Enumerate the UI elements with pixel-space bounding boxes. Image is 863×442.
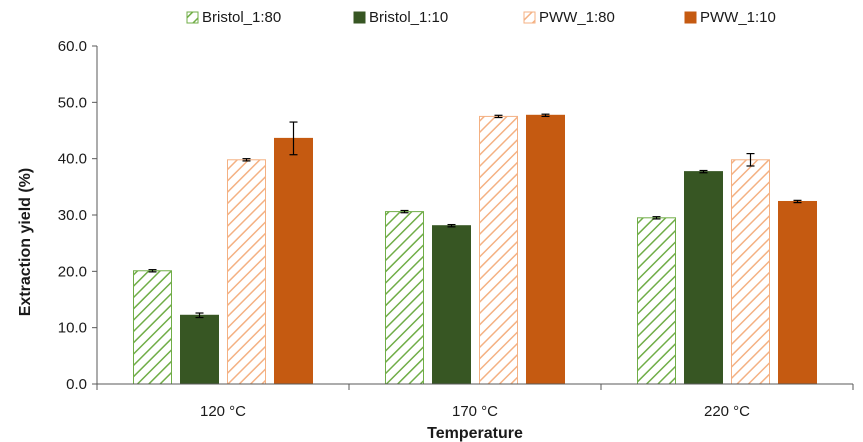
error-bar [652,216,661,220]
legend-label: Bristol_1:10 [369,9,448,26]
error-bars [148,113,802,319]
legend-label: Bristol_1:80 [202,9,281,26]
legend-item: Bristol_1:80 [186,9,281,26]
bar-Bristol_1:10-170 °C [432,225,471,385]
y-tick-label: 50.0 [58,94,87,111]
y-tick-label: 0.0 [66,376,87,393]
y-axis: 0.0 10.0 20.0 30.0 40.0 50.0 60.0 [58,38,98,393]
legend-swatch [186,11,199,24]
bar-Bristol_1:10-120 °C [180,314,219,385]
bars [133,114,817,385]
bar-Bristol_1:10-220 °C [684,171,723,385]
bar-PWW_1:10-120 °C [274,137,313,385]
legend-swatch [684,11,697,24]
legend-label: PWW_1:80 [539,9,615,26]
y-tick-label: 60.0 [58,38,87,55]
error-bar [447,223,456,228]
x-tick-label: 120 °C [200,403,246,420]
bar-PWW_1:80-220 °C [731,159,770,385]
bar-PWW_1:80-120 °C [227,159,266,385]
x-axis: 120 °C 170 °C 220 °C [96,383,854,420]
bar-Bristol_1:80-220 °C [637,217,676,385]
error-bar [541,113,550,118]
error-bar [242,158,251,162]
x-axis-title: Temperature [427,425,523,442]
legend: Bristol_1:80 Bristol_1:10 PWW_1:80 PWW_1:10 [186,9,776,26]
error-bar [195,312,204,319]
legend-item: Bristol_1:10 [353,9,448,26]
y-tick-label: 10.0 [58,320,87,337]
bar-Bristol_1:80-170 °C [385,211,424,385]
error-bar [699,169,708,174]
x-tick-label: 170 °C [452,403,498,420]
legend-swatch [353,11,366,24]
error-bar [400,209,409,214]
x-tick-label: 220 °C [704,403,750,420]
bar-PWW_1:10-170 °C [526,114,565,385]
error-bar [746,152,755,167]
y-tick-label: 20.0 [58,263,87,280]
error-bar [494,114,503,119]
bar-PWW_1:10-220 °C [778,200,817,385]
bar-Bristol_1:80-120 °C [133,270,172,385]
y-axis-title: Extraction yield (%) [17,168,34,316]
legend-item: PWW_1:10 [684,9,776,26]
y-tick-label: 40.0 [58,151,87,168]
error-bar [289,121,298,156]
error-bar [793,199,802,204]
legend-label: PWW_1:10 [700,9,776,26]
error-bar [148,269,157,273]
y-tick-label: 30.0 [58,207,87,224]
bar-PWW_1:80-170 °C [479,115,518,385]
legend-swatch [523,11,536,24]
legend-item: PWW_1:80 [523,9,615,26]
